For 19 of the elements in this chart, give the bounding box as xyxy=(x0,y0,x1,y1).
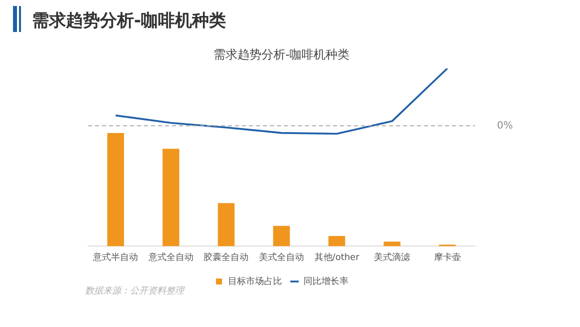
x-tick-label: 其他/other xyxy=(314,252,360,263)
legend-label: 同比增长率 xyxy=(304,276,348,287)
x-tick-label: 意式全自动 xyxy=(147,252,194,263)
x-tick-label: 胶囊全自动 xyxy=(204,252,249,263)
x-tick-label: 美式滴滤 xyxy=(374,252,410,263)
chart-subtitle: 需求趋势分析-咖啡机种类 xyxy=(213,47,350,62)
bar xyxy=(328,236,346,246)
bar xyxy=(162,148,180,246)
source-note: 数据来源：公开资料整理 xyxy=(85,285,185,296)
bar xyxy=(107,132,124,246)
ref-line-label: 0% xyxy=(497,120,513,132)
bar xyxy=(384,242,400,246)
x-tick-label: 意式半自动 xyxy=(92,252,138,263)
legend-label: 目标市场占比 xyxy=(228,276,282,287)
bar xyxy=(273,226,290,246)
bar xyxy=(218,203,235,246)
x-tick-label: 摩卡壶 xyxy=(434,252,461,263)
x-tick-label: 美式全自动 xyxy=(259,252,304,263)
chart-title: 需求趋势分析-咖啡机种类 xyxy=(32,10,226,32)
